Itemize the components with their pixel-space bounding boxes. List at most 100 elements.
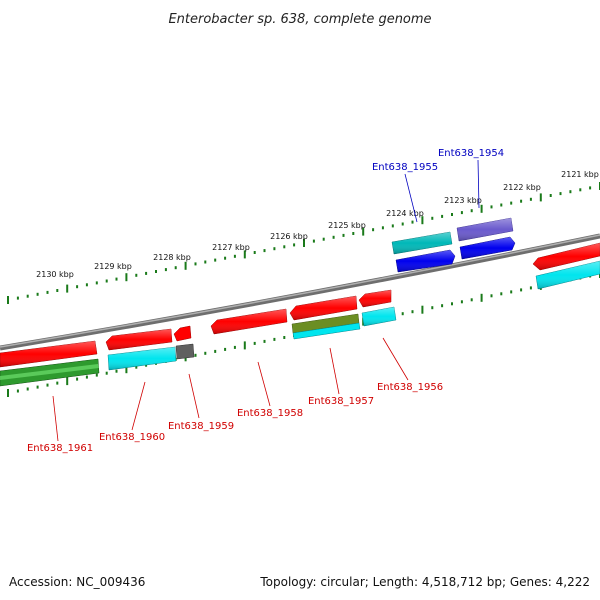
outer-ruler-minor-tick [372,228,375,232]
gene-ent638-1957-cds[interactable] [292,322,361,340]
inner-ruler-minor-tick [451,302,453,306]
ruler-label-2130: 2130 kbp [36,270,74,279]
inner-ruler-minor-tick [135,365,138,369]
ruler-label-2126: 2126 kbp [270,232,308,241]
outer-ruler-minor-tick [569,190,572,194]
gene-label-ent638-1958[interactable]: Ent638_1958 [237,408,303,419]
outer-ruler-minor-tick [214,258,217,262]
inner-ruler-minor-tick [411,310,414,314]
inner-ruler-minor-tick [283,336,286,339]
outer-ruler-major-tick [7,296,9,304]
outer-ruler-minor-tick [105,279,108,283]
inner-ruler-minor-tick [253,341,256,345]
ruler-labels: 2121 kbp 2122 kbp 2123 kbp 2124 kbp 2125… [36,170,599,279]
outer-ruler-minor-tick [391,224,394,228]
gene-label-ent638-1954[interactable]: Ent638_1954 [438,148,504,159]
inner-ruler-minor-tick [36,385,39,389]
inner-ruler-minor-tick [431,306,434,310]
feature-shading [362,307,396,326]
leader-ent638-1955 [404,173,418,223]
inner-ruler-minor-tick [490,294,493,298]
outer-ruler-minor-tick [263,249,266,253]
inner-ruler-minor-tick [76,377,79,381]
outer-ruler-minor-tick [332,235,335,239]
outer-ruler-minor-tick [76,285,79,289]
inner-ruler-minor-tick [85,375,88,379]
outer-ruler-major-tick [184,261,187,270]
ruler-label-2129: 2129 kbp [94,262,132,271]
outer-ruler-minor-tick [559,192,562,196]
inner-ruler-minor-tick [115,369,118,373]
leader-ent638-1960 [131,381,146,431]
outer-ruler-minor-tick [441,214,444,218]
outer-ruler-minor-tick [460,211,463,215]
gene-label-ent638-1955[interactable]: Ent638_1955 [372,162,438,173]
outer-ruler-minor-tick [16,296,19,300]
feature-shading [460,237,515,259]
feature-shading [359,290,391,307]
outer-ruler-major-tick [539,193,542,202]
outer-ruler-minor-tick [26,294,29,298]
feature-shading [457,218,513,241]
gene-label-ent638-1957[interactable]: Ent638_1957 [308,396,374,407]
feature-shading [108,347,176,370]
leader-ent638-1958 [257,361,271,407]
gene-ent638-1959-cds[interactable] [175,343,195,360]
map-title: Enterobacter sp. 638, complete genome [168,12,431,27]
outer-ruler-minor-tick [589,186,592,190]
outer-ruler-minor-tick [204,260,207,264]
ruler-label-2123: 2123 kbp [444,196,482,205]
gene-ent638-1959-feature[interactable] [173,325,192,342]
feature-shading [290,296,357,320]
gene-label-ent638-1960[interactable]: Ent638_1960 [99,432,165,443]
outer-ruler-minor-tick [431,216,434,220]
outer-ruler-minor-tick [381,226,384,230]
inner-ruler-major-tick [125,365,128,374]
outer-ruler-minor-tick [579,188,582,192]
outer-ruler-minor-tick [224,256,227,260]
inner-ruler-minor-tick [105,371,108,375]
outer-ruler-major-tick [362,227,365,236]
ruler-label-2128: 2128 kbp [153,253,191,262]
outer-ruler-minor-tick [411,220,414,224]
leader-ent638-1957 [329,347,340,395]
outer-ruler-minor-tick [520,199,523,203]
inner-ruler-major-tick [66,377,69,386]
outer-ruler-minor-tick [322,237,325,241]
feature-track-inner [0,289,397,387]
feature-shading [106,329,172,350]
inner-ruler-minor-tick [56,381,59,385]
feature-shading [0,364,99,380]
feature-shading [392,232,452,254]
inner-ruler-minor-tick [263,339,266,343]
ruler-label-2121: 2121 kbp [561,170,599,179]
outer-ruler-minor-tick [56,289,59,292]
gene-labels: Ent638_1954 Ent638_1955 Ent638_1956 Ent6… [27,148,504,454]
ruler-label-2125: 2125 kbp [328,221,366,230]
gene-label-ent638-1961[interactable]: Ent638_1961 [27,443,93,454]
outer-ruler-minor-tick [135,273,138,277]
inner-ruler-major-tick [480,293,483,302]
outer-ruler-minor-tick [95,281,98,285]
inner-ruler-minor-tick [26,387,29,391]
outer-ruler-minor-tick [293,243,296,247]
ruler-label-2122: 2122 kbp [503,183,541,192]
genome-summary-text: Topology: circular; Length: 4,518,712 bp… [259,575,590,589]
outer-ruler-major-tick [421,216,424,225]
inner-ruler-major-tick [243,341,246,350]
inner-ruler-minor-tick [529,286,532,290]
inner-ruler-minor-tick [401,312,404,316]
outer-ruler-minor-tick [273,247,276,251]
outer-ruler-minor-tick [155,270,157,273]
feature-shading [211,309,287,334]
outer-ruler-minor-tick [490,205,493,209]
leader-ent638-1959 [188,373,200,419]
outer-ruler-minor-tick [164,268,167,272]
inner-ruler-minor-tick [500,292,503,296]
outer-ruler-minor-tick [36,292,39,296]
genome-backbone [0,233,600,351]
gene-label-ent638-1959[interactable]: Ent638_1959 [168,421,234,432]
outer-ruler-minor-tick [312,239,315,243]
gene-label-ent638-1956[interactable]: Ent638_1956 [377,382,443,393]
